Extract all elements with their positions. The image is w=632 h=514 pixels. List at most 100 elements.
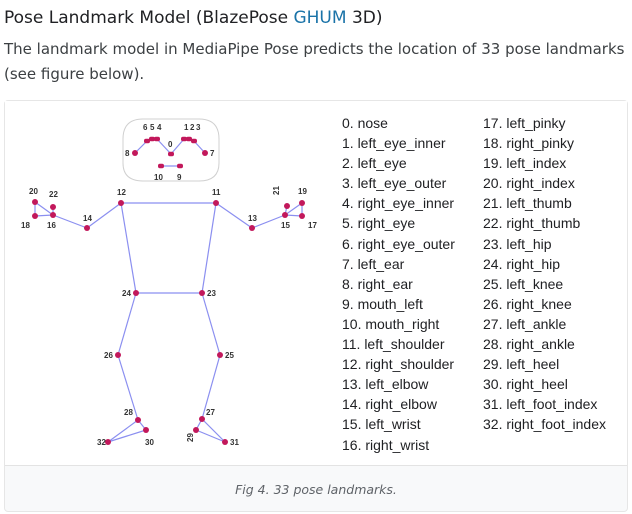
bone-26-28	[117, 354, 139, 421]
joint-8	[132, 150, 138, 156]
landmark-item: 3. left_eye_outer	[342, 175, 447, 192]
joint-22	[50, 204, 56, 210]
joint-25	[217, 352, 223, 358]
landmark-item: 9. mouth_left	[342, 295, 423, 312]
joint-7	[202, 150, 208, 156]
bone-14-16	[52, 214, 88, 229]
joint-2	[186, 136, 192, 142]
label-19: 19	[298, 187, 307, 196]
joint-24	[133, 290, 139, 296]
landmark-item: 7. left_ear	[342, 255, 405, 272]
label-29: 29	[186, 433, 195, 442]
landmark-item: 2. left_eye	[342, 155, 407, 172]
bone-11-13	[215, 202, 253, 229]
label-2: 2	[190, 123, 195, 132]
label-4: 4	[157, 123, 162, 132]
joint-10	[158, 163, 164, 169]
bone-16-18	[34, 214, 54, 217]
landmark-item: 18. right_pinky	[483, 135, 575, 152]
label-30: 30	[145, 438, 154, 447]
joint-26	[115, 352, 121, 358]
landmark-item: 5. right_eye	[342, 215, 416, 232]
landmark-item: 30. right_heel	[483, 376, 568, 393]
bone-30-32	[107, 429, 147, 443]
landmark-item: 1. left_eye_inner	[342, 135, 446, 152]
heading-prefix: Pose Landmark Model (BlazePose	[4, 8, 294, 28]
joint-0	[168, 151, 174, 157]
joint-9	[177, 163, 183, 169]
label-21: 21	[272, 186, 281, 195]
joint-6	[144, 138, 150, 144]
landmark-item: 15. left_wrist	[342, 416, 421, 433]
joint-20	[32, 199, 38, 205]
head-outline	[122, 118, 220, 182]
figure: 0 1 2 3 4 5 6 7 8 9 10 11 12 13 14 15 16 17 18 19 20 21 22 23 24…	[4, 100, 628, 512]
landmark-item: 23. left_hip	[483, 235, 552, 252]
joint-16	[50, 212, 56, 218]
landmark-item: 19. left_index	[483, 155, 567, 172]
label-17: 17	[308, 221, 317, 230]
head-group	[122, 118, 220, 182]
landmark-item: 20. right_index	[483, 175, 575, 192]
bone-24-26	[117, 292, 137, 356]
joint-31	[222, 439, 228, 445]
joint-12	[118, 200, 124, 206]
caption-divider	[5, 465, 627, 466]
joint-3	[191, 138, 197, 144]
label-12: 12	[117, 188, 126, 197]
landmark-item: 31. left_foot_index	[483, 396, 598, 413]
joint-27	[199, 416, 205, 422]
landmark-item: 6. right_eye_outer	[342, 235, 455, 252]
landmark-item: 13. left_elbow	[342, 376, 429, 393]
joint-markers	[32, 136, 305, 445]
label-16: 16	[47, 221, 56, 230]
bone-29-31	[195, 429, 226, 443]
page-heading: Pose Landmark Model (BlazePose GHUM 3D)	[4, 8, 383, 28]
landmark-item: 21. left_thumb	[483, 195, 572, 212]
landmark-item: 26. right_knee	[483, 295, 572, 312]
bone-13-15	[251, 214, 286, 229]
label-15: 15	[281, 221, 290, 230]
landmark-list-right: 17. left_pinky 18. right_pinky 19. left_…	[483, 113, 623, 435]
heading-suffix: 3D)	[346, 8, 383, 28]
figure-caption: Fig 4. 33 pose landmarks.	[235, 482, 397, 497]
label-31: 31	[230, 438, 239, 447]
landmark-item: 11. left_shoulder	[342, 336, 445, 353]
joint-1	[181, 136, 187, 142]
bone-25-27	[201, 354, 221, 420]
landmark-item: 16. right_wrist	[342, 436, 430, 453]
bone-0-1	[170, 138, 185, 155]
label-3: 3	[196, 123, 201, 132]
joint-17	[299, 213, 305, 219]
label-1: 1	[184, 123, 189, 132]
joint-4	[154, 136, 160, 142]
bone-31-27	[201, 418, 226, 443]
figure-content: 0 1 2 3 4 5 6 7 8 9 10 11 12 13 14 15 16 17 18 19 20 21 22 23 24…	[5, 101, 627, 465]
bone-32-28	[107, 419, 139, 443]
label-23: 23	[207, 289, 216, 298]
landmark-item: 0. nose	[342, 115, 388, 131]
joint-13	[249, 225, 255, 231]
bone-23-25	[201, 292, 221, 356]
landmark-item: 24. right_hip	[483, 255, 561, 272]
bone-20-16	[34, 201, 54, 216]
intro-paragraph: The landmark model in MediaPipe Pose pre…	[4, 40, 625, 83]
bone-12-14	[86, 202, 122, 229]
bone-4-0	[156, 138, 172, 155]
label-24: 24	[122, 289, 131, 298]
joint-19	[299, 200, 305, 206]
joint-5	[149, 136, 155, 142]
label-10: 10	[154, 173, 163, 182]
bone-12-24	[120, 202, 137, 294]
label-18: 18	[21, 221, 30, 230]
joint-14	[84, 225, 90, 231]
joint-11	[213, 200, 219, 206]
label-7: 7	[210, 149, 215, 158]
joint-32	[105, 439, 111, 445]
landmark-item: 28. right_ankle	[483, 336, 575, 353]
pose-diagram-lower	[11, 115, 331, 460]
ghum-link[interactable]: GHUM	[293, 8, 347, 28]
label-13: 13	[248, 214, 257, 223]
label-11: 11	[212, 188, 221, 197]
